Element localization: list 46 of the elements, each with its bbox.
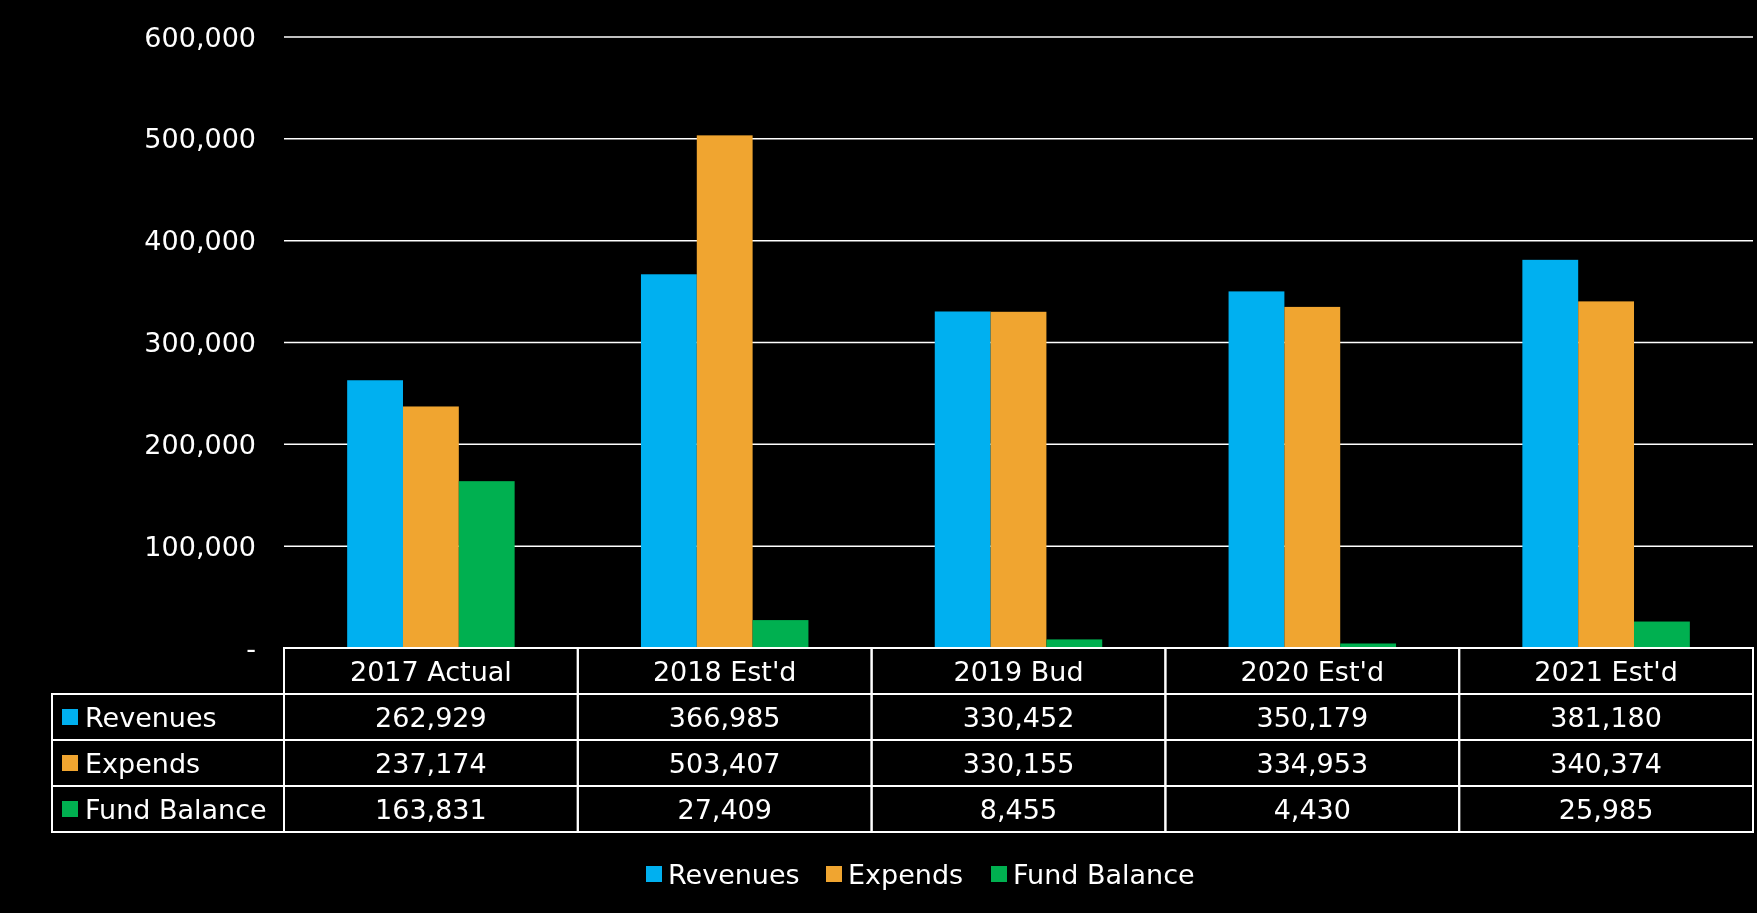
y-tick-label: 400,000 — [144, 225, 256, 257]
data-label: 330,452 — [962, 701, 1075, 733]
y-tick-label: 200,000 — [144, 428, 256, 460]
bar — [1634, 621, 1690, 648]
x-tick-label: 2020 Est'd — [1240, 655, 1385, 687]
bar — [1284, 306, 1341, 648]
text: Expends — [85, 747, 201, 779]
data-label: 366,985 — [668, 701, 781, 733]
data-label: 503,407 — [668, 747, 781, 779]
text: Revenues — [668, 858, 800, 890]
x-tick-label: 2021 Est'd — [1534, 655, 1678, 687]
legend-label: Revenues — [85, 701, 217, 733]
bar — [990, 311, 1047, 648]
text: Fund Balance — [85, 793, 267, 825]
y-tick-label: 300,000 — [144, 327, 256, 358]
bar — [934, 311, 991, 648]
y-tick-label: - — [246, 632, 256, 664]
y-tick-label: 600,000 — [144, 21, 256, 53]
data-label: 262,929 — [375, 701, 487, 733]
legend-label: Fund Balance — [1013, 858, 1195, 890]
y-tick-label: 100,000 — [144, 530, 256, 562]
bar — [640, 274, 697, 648]
bar — [347, 380, 403, 648]
bar — [402, 406, 459, 648]
data-label: 237,174 — [375, 747, 487, 779]
data-label: 163,831 — [375, 793, 487, 825]
bar — [1522, 259, 1579, 648]
bar — [1578, 301, 1635, 648]
x-tick-label: 2019 Bud — [953, 655, 1084, 687]
data-label: 350,179 — [1256, 701, 1369, 733]
legend-label: Expends — [848, 858, 964, 890]
data-label: 334,953 — [1256, 747, 1369, 779]
bar — [696, 135, 753, 648]
data-label: 381,180 — [1550, 701, 1662, 733]
bar — [752, 620, 809, 648]
data-label: 4,430 — [1273, 793, 1351, 825]
y-tick-label: 500,000 — [144, 123, 256, 155]
data-label: 8,455 — [979, 793, 1058, 825]
data-label: 27,409 — [677, 793, 772, 825]
data-label: 340,374 — [1550, 747, 1662, 779]
bar — [1228, 291, 1285, 648]
data-label: 25,985 — [1558, 793, 1654, 825]
x-tick-label: 2018 Est'd — [652, 655, 797, 687]
bar — [458, 481, 515, 648]
x-tick-label: 2017 Actual — [349, 655, 512, 687]
data-label: 330,155 — [962, 747, 1075, 779]
